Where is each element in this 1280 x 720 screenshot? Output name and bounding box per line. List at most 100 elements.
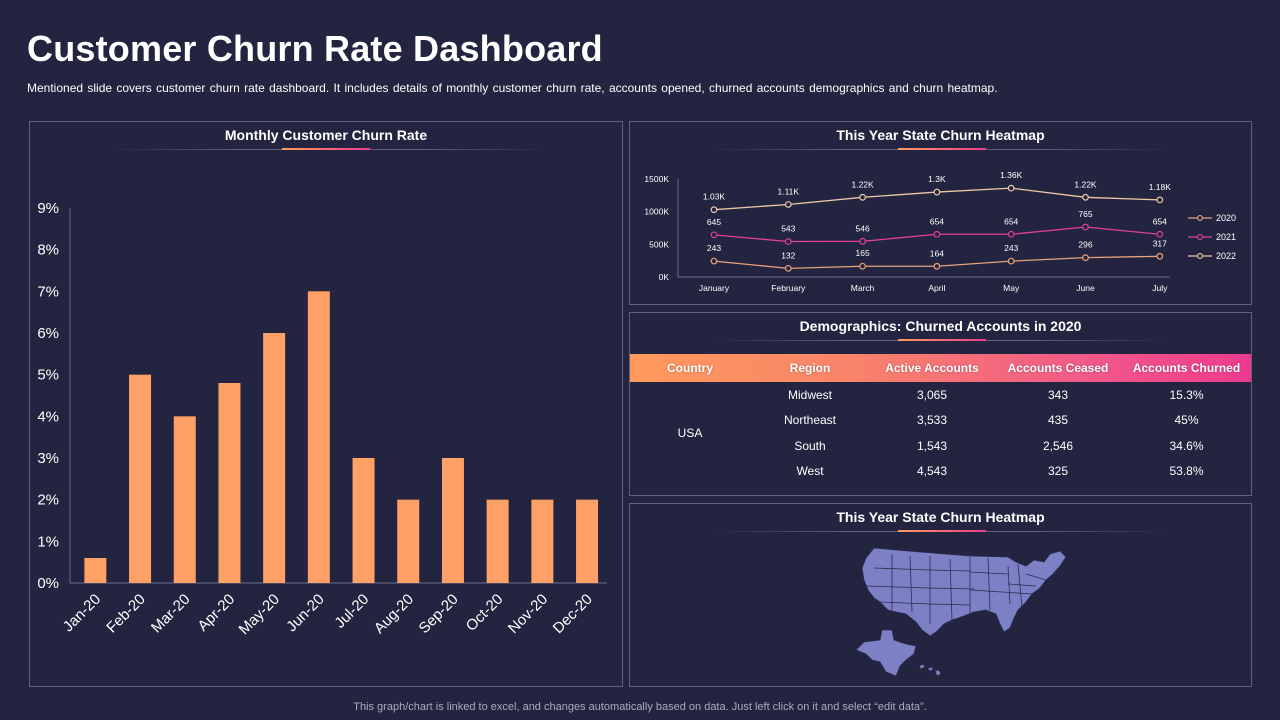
trend-panel-title: This Year State Churn Heatmap (836, 127, 1045, 143)
y-tick-label: 2% (37, 492, 59, 509)
data-point (784, 264, 792, 272)
churned-cell: 53.8% (1169, 464, 1204, 479)
ceased-cell: 435 (1047, 413, 1069, 428)
demographics-panel[interactable]: Demographics: Churned Accounts in 2020 C… (629, 312, 1252, 496)
ceased-cell: 343 (1047, 387, 1069, 402)
bar (352, 458, 375, 583)
usa-mainland-shape (861, 547, 1067, 637)
legend-marker (1197, 215, 1203, 221)
data-label: 1.11K (778, 186, 800, 196)
data-point (710, 257, 718, 265)
data-point (859, 262, 867, 270)
x-tick-label: Dec-20 (550, 591, 596, 637)
data-label: 1.18K (1149, 182, 1172, 192)
bar (397, 499, 420, 583)
map-panel-title: This Year State Churn Heatmap (836, 509, 1045, 525)
texas-shape (855, 629, 917, 677)
data-point (933, 230, 941, 238)
x-tick-label: Jul-20 (331, 591, 372, 632)
monthly-churn-panel[interactable]: Monthly Customer Churn Rate 0% 1% 2% 3% 4% 5%… (29, 121, 623, 687)
data-point (1156, 230, 1164, 238)
column-header[interactable]: Region (789, 361, 831, 375)
page-subtitle: Mentioned slide covers customer churn ra… (27, 81, 998, 95)
column-header[interactable]: Accounts Churned (1132, 361, 1241, 375)
active-cell: 1,543 (916, 438, 948, 453)
data-label: 1.03K (703, 192, 726, 202)
x-tick-label: June (1076, 283, 1095, 293)
data-point (1082, 254, 1089, 262)
x-tick-label: April (928, 283, 945, 293)
demographics-title: Demographics: Churned Accounts in 2020 (799, 318, 1082, 334)
column-header[interactable]: Accounts Ceased (1007, 361, 1109, 375)
table-row[interactable]: Northeast 3,533 435 45% (630, 408, 1251, 434)
data-label: 543 (781, 224, 795, 234)
state-churn-trend-panel[interactable]: This Year State Churn Heatmap 0K 500K 1000… (629, 121, 1252, 305)
bar (441, 458, 464, 583)
table-row[interactable]: USA Midwest 3,065 343 15.3% (630, 382, 1251, 440)
bar (84, 558, 107, 583)
column-header[interactable]: Active Accounts (885, 361, 979, 375)
region-cell: Midwest (787, 387, 832, 402)
data-point (710, 206, 718, 214)
legend-marker (1197, 234, 1203, 240)
data-point (859, 237, 867, 245)
data-label: 1.22K (1074, 179, 1097, 189)
data-label: 243 (707, 243, 721, 253)
data-point (1156, 252, 1164, 260)
ceased-cell: 2,546 (1042, 438, 1074, 453)
data-label: 317 (1153, 238, 1167, 248)
data-point (710, 231, 718, 239)
bar (129, 374, 152, 583)
data-point (1007, 257, 1015, 265)
x-tick-label: Nov-20 (505, 591, 551, 637)
data-point (1156, 196, 1164, 204)
y-tick-label: 1% (37, 533, 59, 550)
churned-cell: 15.3% (1169, 387, 1204, 402)
legend-marker (1197, 253, 1203, 259)
data-label: 296 (1078, 240, 1092, 250)
bar (263, 333, 286, 583)
y-tick-label: 500K (649, 239, 669, 249)
bar (307, 291, 330, 583)
y-tick-label: 6% (37, 325, 59, 342)
footer-note: This graph/chart is linked to excel, and… (353, 701, 927, 713)
y-tick-label: 5% (37, 367, 59, 384)
active-cell: 3,533 (916, 413, 948, 428)
usa-map-icon[interactable] (630, 504, 1251, 686)
data-label: 654 (930, 216, 944, 226)
churned-cell: 45% (1174, 413, 1199, 428)
bar (531, 499, 554, 583)
active-cell: 4,543 (916, 464, 948, 479)
data-label: 645 (707, 217, 721, 227)
bar (218, 383, 241, 583)
region-cell: Northeast (783, 413, 837, 428)
region-cell: South (794, 438, 826, 453)
x-tick-label: Sep-20 (416, 591, 462, 637)
x-tick-label: Apr-20 (194, 591, 238, 635)
legend-label: 2022 (1216, 251, 1236, 261)
title-divider-accent (898, 339, 986, 341)
table-row[interactable]: West 4,543 325 53.8% (630, 459, 1251, 485)
x-tick-label: February (771, 283, 806, 293)
y-tick-label: 1500K (644, 174, 669, 184)
x-tick-label: May (1003, 283, 1020, 293)
data-point (1082, 223, 1089, 231)
monthly-churn-title: Monthly Customer Churn Rate (224, 127, 428, 143)
data-point (859, 193, 867, 201)
data-label: 654 (1153, 216, 1167, 226)
y-tick-label: 8% (37, 242, 59, 259)
column-header[interactable]: Country (667, 361, 713, 375)
ceased-cell: 325 (1047, 464, 1069, 479)
table-row[interactable]: South 1,543 2,546 34.6% (630, 433, 1251, 459)
legend-label: 2020 (1216, 213, 1236, 223)
monthly-churn-bar-chart[interactable]: 0% 1% 2% 3% 4% 5% 6% 7% 8% 9% Jan-20 Feb-20 Mar-20 Ap… (30, 122, 622, 686)
y-tick-label: 0K (659, 272, 670, 282)
demographics-table: Country Region Active Accounts Accounts … (630, 354, 1251, 484)
state-churn-line-chart[interactable]: 0K 500K 1000K 1500K January February March Apri… (630, 122, 1251, 304)
y-tick-label: 9% (37, 200, 59, 217)
x-tick-label: January (699, 283, 730, 293)
y-tick-label: 0% (37, 575, 59, 592)
state-heatmap-panel[interactable]: This Year State Churn Heatmap (629, 503, 1252, 687)
data-label: 132 (781, 250, 795, 260)
data-point (933, 262, 941, 270)
